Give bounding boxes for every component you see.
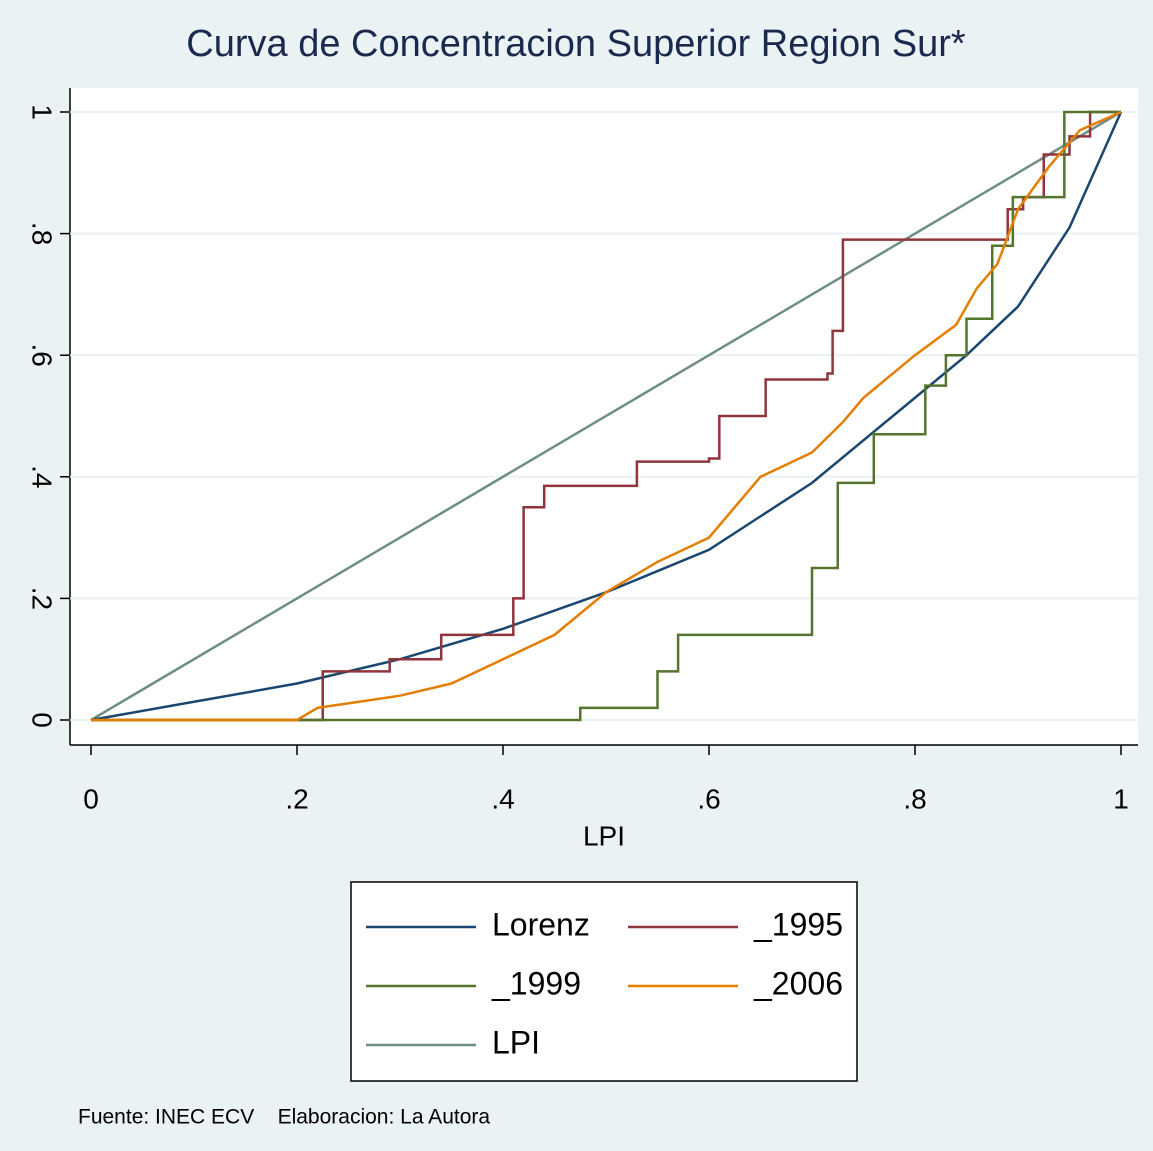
footnote: Fuente: INEC ECV Elaboracion: La Autora	[78, 1106, 490, 1129]
legend-box	[350, 881, 858, 1082]
y-tick-label: 1	[27, 104, 58, 120]
legend-label: _1999	[491, 965, 581, 1001]
x-tick-label: .4	[491, 783, 514, 814]
legend-label: _1995	[753, 906, 843, 942]
series-line	[90, 111, 1123, 722]
x-tick-label: 1	[1113, 783, 1129, 814]
y-tick-label: .2	[27, 587, 58, 610]
x-tick-label: .6	[697, 783, 720, 814]
y-tick-label: 0	[27, 712, 58, 728]
y-tick-label: .6	[27, 344, 58, 367]
series-line	[91, 110, 1122, 722]
x-tick-label: .8	[903, 783, 926, 814]
x-tick-label: .2	[285, 783, 308, 814]
y-tick-label: .8	[27, 222, 58, 245]
chart-title: Curva de Concentracion Superior Region S…	[186, 23, 966, 65]
legend-label: Lorenz	[492, 906, 590, 942]
series-line	[90, 110, 1122, 722]
x-tick-label: 0	[83, 783, 99, 814]
legend-label: LPI	[492, 1024, 540, 1060]
y-tick-label: .4	[27, 465, 58, 488]
series-line	[91, 110, 1121, 722]
legend-label: _2006	[753, 965, 843, 1001]
x-axis-label: LPI	[583, 820, 625, 851]
